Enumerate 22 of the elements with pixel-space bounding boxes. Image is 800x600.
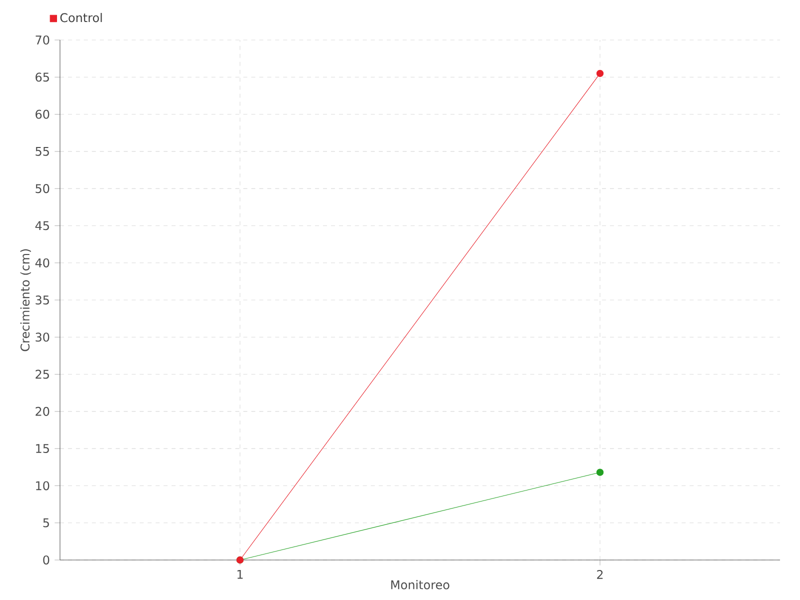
y-tick-label: 40	[35, 258, 50, 268]
y-tick-label: 20	[36, 406, 50, 416]
y-tick-label: 10	[36, 481, 50, 490]
x-tick-label: 2	[597, 570, 603, 579]
y-tick-label: 15	[36, 444, 49, 454]
y-tick-label: 70	[36, 35, 50, 45]
point	[596, 70, 604, 78]
y-axis-title: Crecimiento (cm)	[20, 249, 31, 352]
y-tick-label: 35	[36, 295, 49, 305]
y-tick-label: 50	[36, 184, 50, 194]
y-tick-label: 65	[36, 72, 49, 82]
y-tick-label: 60	[36, 110, 50, 119]
y-tick-label: 45	[35, 221, 49, 230]
y-tick-label: 55	[36, 146, 49, 156]
legend-label: Control	[60, 12, 102, 22]
y-tick-label: 0	[43, 555, 50, 565]
x-tick-label: 1	[238, 570, 243, 579]
x-axis-title: Monitoreo	[391, 580, 450, 590]
y-tick-label: 30	[36, 332, 50, 342]
y-tick-label: 5	[43, 518, 49, 528]
point	[596, 468, 604, 476]
y-tick-label: 25	[36, 370, 49, 379]
